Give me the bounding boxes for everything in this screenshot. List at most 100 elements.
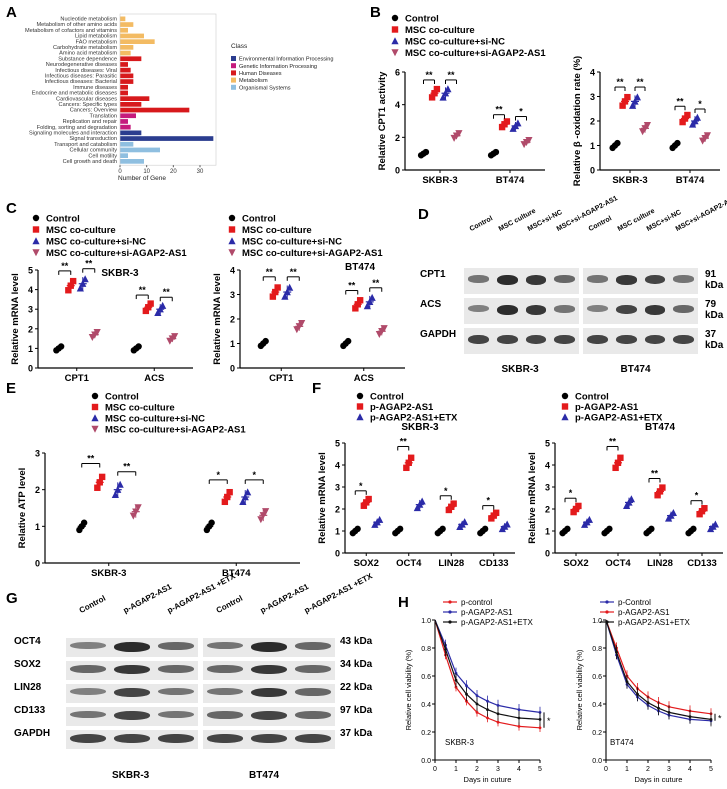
- x-tick-label: 0: [604, 766, 608, 773]
- viability-skbr3-chart: 0.0 0.2 0.4 0.6 0.8 1.0 0 1 2 3 4 5 Days in cuture Re…: [404, 598, 551, 784]
- category-label: Signal transduction: [69, 136, 117, 142]
- protein-band: [525, 335, 547, 345]
- y-tick-label: 3: [28, 305, 33, 315]
- data-point: [465, 692, 468, 696]
- data-point: [517, 708, 521, 711]
- data-point: [365, 495, 372, 503]
- category-label: Signaling molecules and interaction: [29, 131, 117, 137]
- x-axis-label: Number of Gene: [118, 175, 166, 182]
- cell-line-label: BT474: [249, 770, 280, 781]
- data-point: [262, 337, 269, 345]
- sig-label: *: [695, 491, 699, 501]
- data-point: [224, 493, 231, 501]
- chart-title: SKBR-3: [401, 422, 439, 433]
- legend-label: Control: [405, 14, 439, 25]
- x-tick-label: 1: [454, 766, 458, 773]
- data-point: [272, 288, 279, 296]
- data-point: [363, 302, 371, 310]
- legend-label: MSC co-culture+si-NC: [46, 237, 146, 248]
- y-axis-label: Relative mRNA level: [10, 273, 21, 365]
- legend-marker: [91, 414, 99, 422]
- data-point: [503, 118, 511, 125]
- protein-band: [615, 305, 637, 315]
- legend-label: Organismal Systems: [239, 85, 291, 91]
- protein-band: [251, 664, 287, 675]
- row-label: SOX2: [14, 658, 41, 670]
- legend-label: MSC co-culture+si-NC: [405, 37, 505, 48]
- category-label: Infectious diseases: Bacterial: [45, 79, 117, 85]
- sig-label: *: [698, 99, 702, 109]
- data-point: [503, 520, 511, 528]
- size-label: 22 kDa: [340, 681, 373, 693]
- bar: [120, 50, 131, 56]
- sig-label: *: [569, 488, 573, 498]
- sig-label: *: [216, 470, 220, 480]
- data-point: [262, 508, 270, 516]
- x-tick-label: 1: [625, 766, 629, 773]
- category-label: Cell growth and death: [63, 159, 117, 165]
- legend-label: p-AGAP2-AS1+ETX: [461, 618, 533, 627]
- legend-marker: [32, 226, 40, 233]
- y-tick-label: 0: [590, 166, 595, 176]
- y-tick-label: 0.6: [421, 674, 431, 681]
- legend-marker: [32, 214, 40, 222]
- western-blot-g: Control p-AGAP2-AS1 p-AGAP2-AS1 +ETX Contro…: [0, 571, 395, 788]
- row-label: ACS: [420, 299, 442, 310]
- protein-band: [496, 275, 518, 285]
- legend-marker: [91, 392, 99, 400]
- category-label: Translation: [90, 113, 117, 119]
- data-point: [454, 671, 458, 675]
- size-label: 37 kDa: [340, 727, 373, 739]
- data-point: [298, 320, 306, 328]
- protein-band: [468, 305, 489, 313]
- data-point: [444, 648, 447, 651]
- data-point: [496, 704, 500, 707]
- legend-label: Control: [370, 392, 404, 403]
- data-point: [439, 525, 446, 533]
- legend-label: MSC co-culture+si-AGAP2-AS1: [46, 248, 187, 259]
- protein-band: [644, 335, 666, 345]
- protein-band: [587, 305, 608, 313]
- legend-label: p-AGAP2-AS1+ETX: [370, 413, 458, 424]
- data-point: [171, 333, 179, 341]
- protein-band: [644, 305, 666, 315]
- category-label: FAO metabolism: [76, 39, 118, 45]
- x-tick-label: OCT4: [396, 558, 422, 569]
- protein-band: [158, 733, 194, 743]
- x-tick-label: BT474: [222, 568, 251, 579]
- legend-marker: [228, 249, 236, 257]
- x-tick-label: BT474: [496, 175, 525, 186]
- bar: [120, 67, 131, 73]
- panel-label-a: A: [6, 4, 17, 21]
- data-point: [129, 512, 137, 520]
- data-point: [96, 479, 103, 486]
- data-point: [619, 102, 626, 109]
- protein-band: [114, 641, 150, 652]
- y-tick-label: 2: [35, 485, 40, 495]
- legend-marker: [391, 14, 399, 22]
- data-point: [142, 307, 150, 315]
- protein-band: [70, 733, 106, 743]
- sig-label: *: [718, 713, 722, 723]
- lane-label: Control: [588, 215, 614, 233]
- data-point: [405, 459, 412, 466]
- y-tick-label: 1: [28, 344, 33, 354]
- sig-label: **: [87, 453, 95, 463]
- legend-marker: [561, 413, 569, 421]
- protein-band: [158, 641, 194, 650]
- y-tick-label: 0: [545, 549, 550, 559]
- panel-label-g: G: [6, 590, 18, 607]
- data-point: [486, 708, 489, 711]
- bar: [120, 73, 134, 79]
- y-tick-label: 3: [230, 290, 235, 300]
- x-tick-label: ACS: [354, 373, 374, 384]
- legend-swatch: [231, 70, 236, 76]
- data-point: [684, 111, 691, 119]
- data-point: [69, 277, 77, 285]
- data-point: [407, 454, 415, 461]
- protein-band: [70, 687, 106, 695]
- protein-band: [468, 275, 489, 283]
- category-label: Amino acid metabolism: [59, 51, 117, 57]
- protein-band: [295, 687, 331, 696]
- category-label: Endocrine and metabolic diseases: [32, 91, 117, 97]
